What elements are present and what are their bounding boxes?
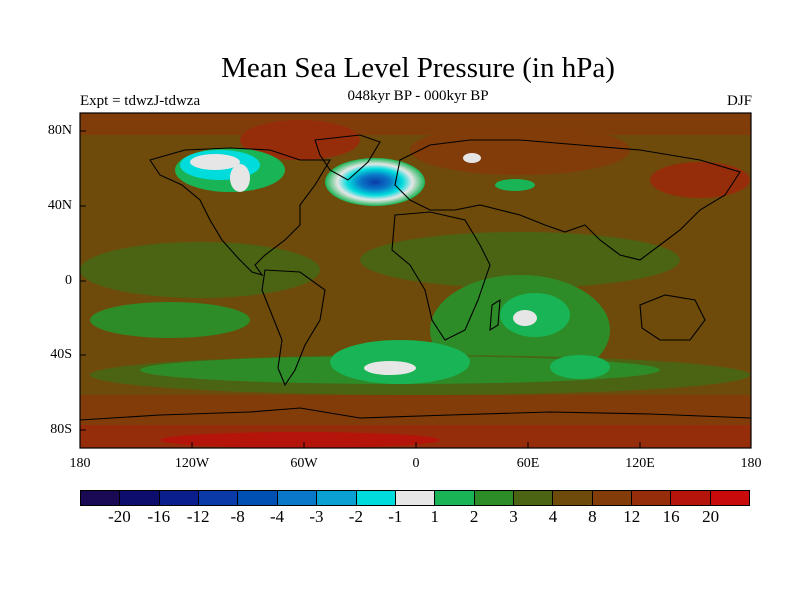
colorbar-label: -4 xyxy=(269,507,285,526)
colorbar-swatch xyxy=(435,491,475,505)
y-tick-0: 0 xyxy=(65,273,72,288)
colorbar xyxy=(80,490,750,506)
colorbar-swatch xyxy=(513,491,554,505)
colorbar-label: -12 xyxy=(186,507,210,526)
colorbar-swatch xyxy=(592,491,633,505)
colorbar-swatch xyxy=(199,491,239,505)
y-tick-80n: 80N xyxy=(47,123,72,138)
colorbar-swatch xyxy=(120,491,160,505)
experiment-label: Expt = tdwzJ-tdwza xyxy=(80,93,201,109)
x-tick-60w: 60W xyxy=(290,456,318,471)
colorbar-label: -16 xyxy=(147,507,171,526)
colorbar-label: 20 xyxy=(702,507,720,526)
colorbar-label: -2 xyxy=(348,507,363,526)
y-tick-80s: 80S xyxy=(50,422,72,437)
colorbar-swatch xyxy=(238,491,278,505)
colorbar-swatch xyxy=(356,491,396,505)
colorbar-label: 1 xyxy=(430,507,439,526)
colorbar-label: 4 xyxy=(548,507,558,526)
colorbar-swatch xyxy=(710,491,750,505)
colorbar-label: 8 xyxy=(588,507,597,526)
map-subtitle: 048kyr BP - 000kyr BP xyxy=(347,88,489,104)
colorbar-swatch xyxy=(671,491,711,505)
colorbar-label: -20 xyxy=(108,507,131,526)
colorbar-swatch xyxy=(632,491,672,505)
y-tick-40n: 40N xyxy=(47,198,72,213)
colorbar-swatch xyxy=(277,491,318,505)
x-tick-0: 0 xyxy=(412,456,420,471)
colorbar-swatch xyxy=(159,491,200,505)
colorbar-label: 2 xyxy=(469,507,479,526)
colorbar-label: 16 xyxy=(662,507,680,526)
x-tick-180e: 180 xyxy=(740,456,762,471)
colorbar-swatch xyxy=(317,491,357,505)
colorbar-label: -8 xyxy=(230,507,245,526)
season-label: DJF xyxy=(726,93,752,109)
colorbar-swatch xyxy=(474,491,514,505)
y-tick-40s: 40S xyxy=(50,347,72,362)
colorbar-swatch xyxy=(395,491,436,505)
colorbar-swatch xyxy=(553,491,593,505)
x-tick-180w: 180 xyxy=(69,456,91,471)
map-title: Mean Sea Level Pressure (in hPa) xyxy=(221,52,615,84)
colorbar-label: 12 xyxy=(623,507,641,526)
colorbar-label: -1 xyxy=(388,507,403,526)
colorbar-swatch xyxy=(81,491,121,505)
x-tick-120e: 120E xyxy=(625,456,655,471)
x-tick-120w: 120W xyxy=(174,456,210,471)
x-tick-60e: 60E xyxy=(516,456,540,471)
colorbar-label: 3 xyxy=(509,507,518,526)
colorbar-label: -3 xyxy=(309,507,324,526)
